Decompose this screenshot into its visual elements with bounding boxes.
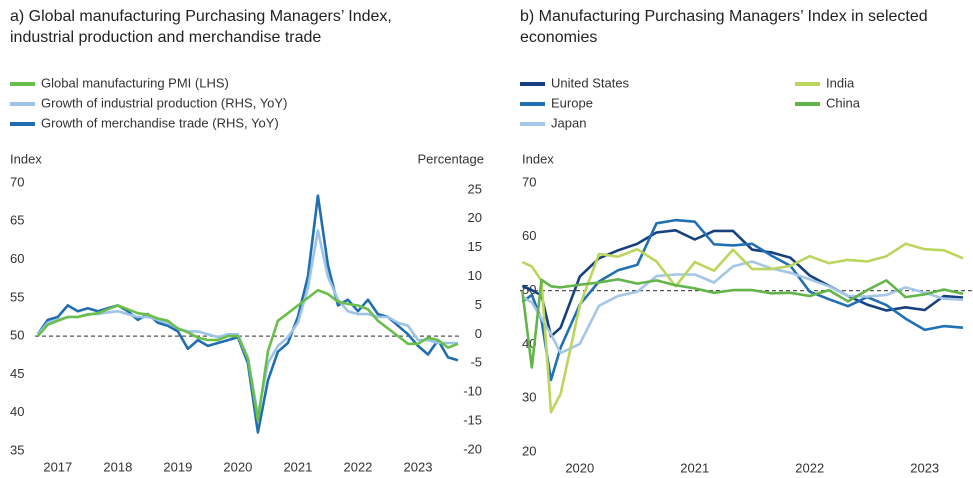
y-tick-label: 70: [522, 174, 536, 189]
legend-label: Growth of merchandise trade (RHS, YoY): [41, 115, 279, 130]
legend-label: India: [826, 75, 855, 90]
legend-label: China: [826, 95, 861, 110]
x-tick-label: 2019: [163, 459, 192, 474]
series-line: [521, 278, 964, 369]
y2-tick-label: 15: [468, 239, 482, 254]
y-tick-label: 45: [10, 366, 24, 381]
y2-tick-label: 20: [468, 210, 482, 225]
x-tick-label: 2022: [343, 459, 372, 474]
y2-tick-label: -5: [470, 355, 482, 370]
series-line: [521, 242, 964, 414]
x-tick-label: 2023: [910, 460, 939, 475]
legend-label: Global manufacturing PMI (LHS): [41, 75, 229, 90]
y2-tick-label: 10: [468, 268, 482, 283]
y-tick-label: 40: [10, 404, 24, 419]
y-tick-label: 60: [522, 228, 536, 243]
y-tick-label: 20: [522, 443, 536, 458]
y-axis-label: Index: [10, 151, 42, 166]
y2-tick-label: 0: [475, 326, 482, 341]
y-tick-label: 60: [10, 251, 24, 266]
legend-label: United States: [551, 75, 630, 90]
chart-title: a) Global manufacturing Purchasing Manag…: [10, 8, 392, 46]
y2-tick-label: -10: [463, 384, 482, 399]
y2-tick-label: -15: [463, 412, 482, 427]
x-tick-label: 2022: [795, 460, 824, 475]
chart-title: b) Manufacturing Purchasing Managers’ In…: [520, 8, 928, 46]
x-tick-label: 2018: [103, 459, 132, 474]
y-tick-label: 55: [10, 289, 24, 304]
y2-tick-label: 5: [475, 297, 482, 312]
series-line: [521, 229, 964, 338]
x-tick-label: 2017: [43, 459, 72, 474]
x-tick-label: 2021: [680, 460, 709, 475]
y-tick-label: 70: [10, 174, 24, 189]
y-tick-label: 65: [10, 213, 24, 228]
y-tick-label: 35: [10, 442, 24, 457]
legend-label: Europe: [551, 95, 593, 110]
y2-tick-label: -20: [463, 441, 482, 456]
y2-tick-label: 25: [468, 181, 482, 196]
legend-label: Growth of industrial production (RHS, Yo…: [41, 95, 287, 110]
x-tick-label: 2020: [223, 459, 252, 474]
y2-axis-label: Percentage: [418, 151, 485, 166]
series-line: [521, 218, 964, 382]
legend-label: Japan: [551, 115, 586, 130]
x-tick-label: 2021: [283, 459, 312, 474]
x-tick-label: 2023: [404, 459, 433, 474]
y-tick-label: 50: [10, 328, 24, 343]
series-line: [521, 260, 964, 355]
series-line: [36, 288, 459, 422]
x-tick-label: 2020: [565, 460, 594, 475]
y-tick-label: 30: [522, 390, 536, 405]
y-axis-label: Index: [522, 151, 554, 166]
